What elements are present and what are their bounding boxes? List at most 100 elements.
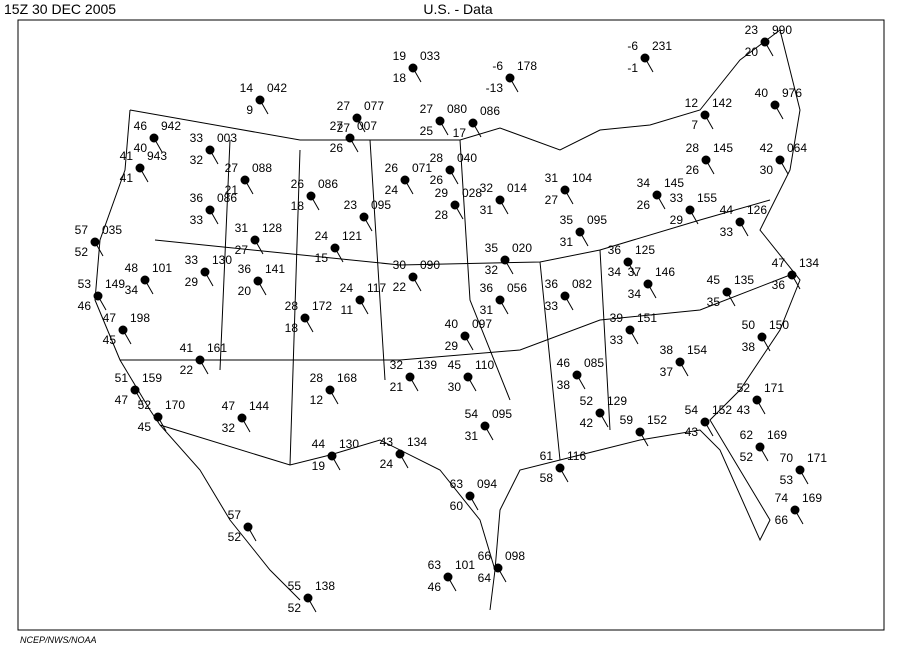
station-pressure: 003	[217, 131, 237, 145]
station-pressure: 007	[357, 119, 377, 133]
station-dewpoint: 24	[385, 183, 399, 197]
wind-barb	[356, 117, 366, 133]
station-temp: 26	[291, 177, 305, 191]
station-dewpoint: 34	[125, 283, 139, 297]
station-pressure: 097	[472, 317, 492, 331]
station-temp: 44	[312, 437, 326, 451]
station-pressure: 172	[312, 299, 332, 313]
station-pressure: 134	[799, 256, 819, 270]
wind-barb	[404, 179, 414, 195]
station-dewpoint: 37	[660, 365, 674, 379]
station-temp: 36	[608, 243, 622, 257]
station-dewpoint: 28	[435, 208, 449, 222]
station-pressure: 134	[407, 435, 427, 449]
station-pressure: 095	[371, 198, 391, 212]
station-pressure: 020	[512, 241, 532, 255]
wind-barb	[97, 295, 107, 311]
station-pressure: 943	[147, 149, 167, 163]
wind-barb	[359, 299, 369, 315]
wind-barb	[499, 199, 509, 215]
station-pressure: 082	[572, 277, 592, 291]
station-pressure: 095	[587, 213, 607, 227]
station-dewpoint: 47	[115, 393, 129, 407]
station-dewpoint: 31	[480, 203, 494, 217]
wind-barb	[639, 431, 649, 447]
station-pressure: 942	[161, 119, 181, 133]
station-temp: 36	[238, 262, 252, 276]
wind-barb	[559, 467, 569, 483]
station-temp: 32	[480, 181, 494, 195]
station-temp: 27	[225, 161, 239, 175]
station-temp: 44	[720, 203, 734, 217]
wind-barb	[310, 195, 320, 211]
footer-credit: NCEP/NWS/NOAA	[20, 635, 97, 645]
station-dewpoint: 52	[288, 601, 302, 615]
wind-barb	[209, 149, 219, 165]
wind-barb	[331, 455, 341, 471]
wind-barb	[349, 137, 359, 153]
station-temp: 45	[707, 273, 721, 287]
wind-barb	[579, 231, 589, 247]
wind-barb	[122, 329, 132, 345]
station-dewpoint: 66	[775, 513, 789, 527]
station-pressure: 035	[102, 223, 122, 237]
station-dewpoint: 52	[75, 245, 89, 259]
wind-barb	[144, 279, 154, 295]
station-temp: 33	[670, 191, 684, 205]
station-pressure: 033	[420, 49, 440, 63]
wind-barb	[254, 239, 264, 255]
wind-barb	[497, 567, 507, 583]
station-temp: 52	[737, 381, 751, 395]
station-dewpoint: 26	[330, 141, 344, 155]
station-pressure: 129	[607, 394, 627, 408]
station-dewpoint: 32	[190, 153, 204, 167]
station-temp: 43	[380, 435, 394, 449]
station-pressure: 086	[217, 191, 237, 205]
wind-barb	[629, 329, 639, 345]
station-temp: 27	[420, 102, 434, 116]
station-dewpoint: 64	[478, 571, 492, 585]
wind-barb	[412, 276, 422, 292]
header-title: U.S. - Data	[423, 1, 492, 17]
station-temp: 46	[134, 119, 148, 133]
station-pressure: 128	[262, 221, 282, 235]
west-coast	[94, 109, 301, 601]
wind-barb	[739, 221, 749, 237]
station-dewpoint: 31	[465, 429, 479, 443]
station-dewpoint: 38	[742, 340, 756, 354]
wind-barb	[304, 317, 314, 333]
station-temp: 48	[125, 261, 139, 275]
station-pressure: 159	[142, 371, 162, 385]
station-temp: 47	[772, 256, 786, 270]
station-pressure: 155	[697, 191, 717, 205]
station-dewpoint: 46	[428, 580, 442, 594]
station-temp: 41	[120, 149, 134, 163]
station-temp: 34	[637, 176, 651, 190]
station-dewpoint: 53	[780, 473, 794, 487]
station-temp: 28	[430, 151, 444, 165]
station-dewpoint: 25	[420, 124, 434, 138]
station-pressure: 090	[420, 258, 440, 272]
station-temp: 23	[745, 23, 759, 37]
station-dewpoint: 52	[228, 530, 242, 544]
station-dewpoint: 22	[180, 363, 194, 377]
station-pressure: 080	[447, 102, 467, 116]
wind-barb	[509, 77, 519, 93]
station-pressure: 145	[713, 141, 733, 155]
station-temp: 12	[685, 96, 699, 110]
wind-barb	[799, 469, 809, 485]
station-temp: 27	[337, 99, 351, 113]
station-temp: -6	[627, 39, 638, 53]
wind-barb	[704, 421, 714, 437]
station-temp: 14	[240, 81, 254, 95]
station-temp: 52	[580, 394, 594, 408]
station-temp: 51	[115, 371, 129, 385]
station-temp: 53	[78, 277, 92, 291]
station-pressure: 169	[802, 491, 822, 505]
wind-barb	[759, 446, 769, 462]
station-dewpoint: 19	[312, 459, 326, 473]
station-dewpoint: 24	[380, 457, 394, 471]
wind-barb	[409, 376, 419, 392]
wind-barb	[472, 122, 482, 138]
